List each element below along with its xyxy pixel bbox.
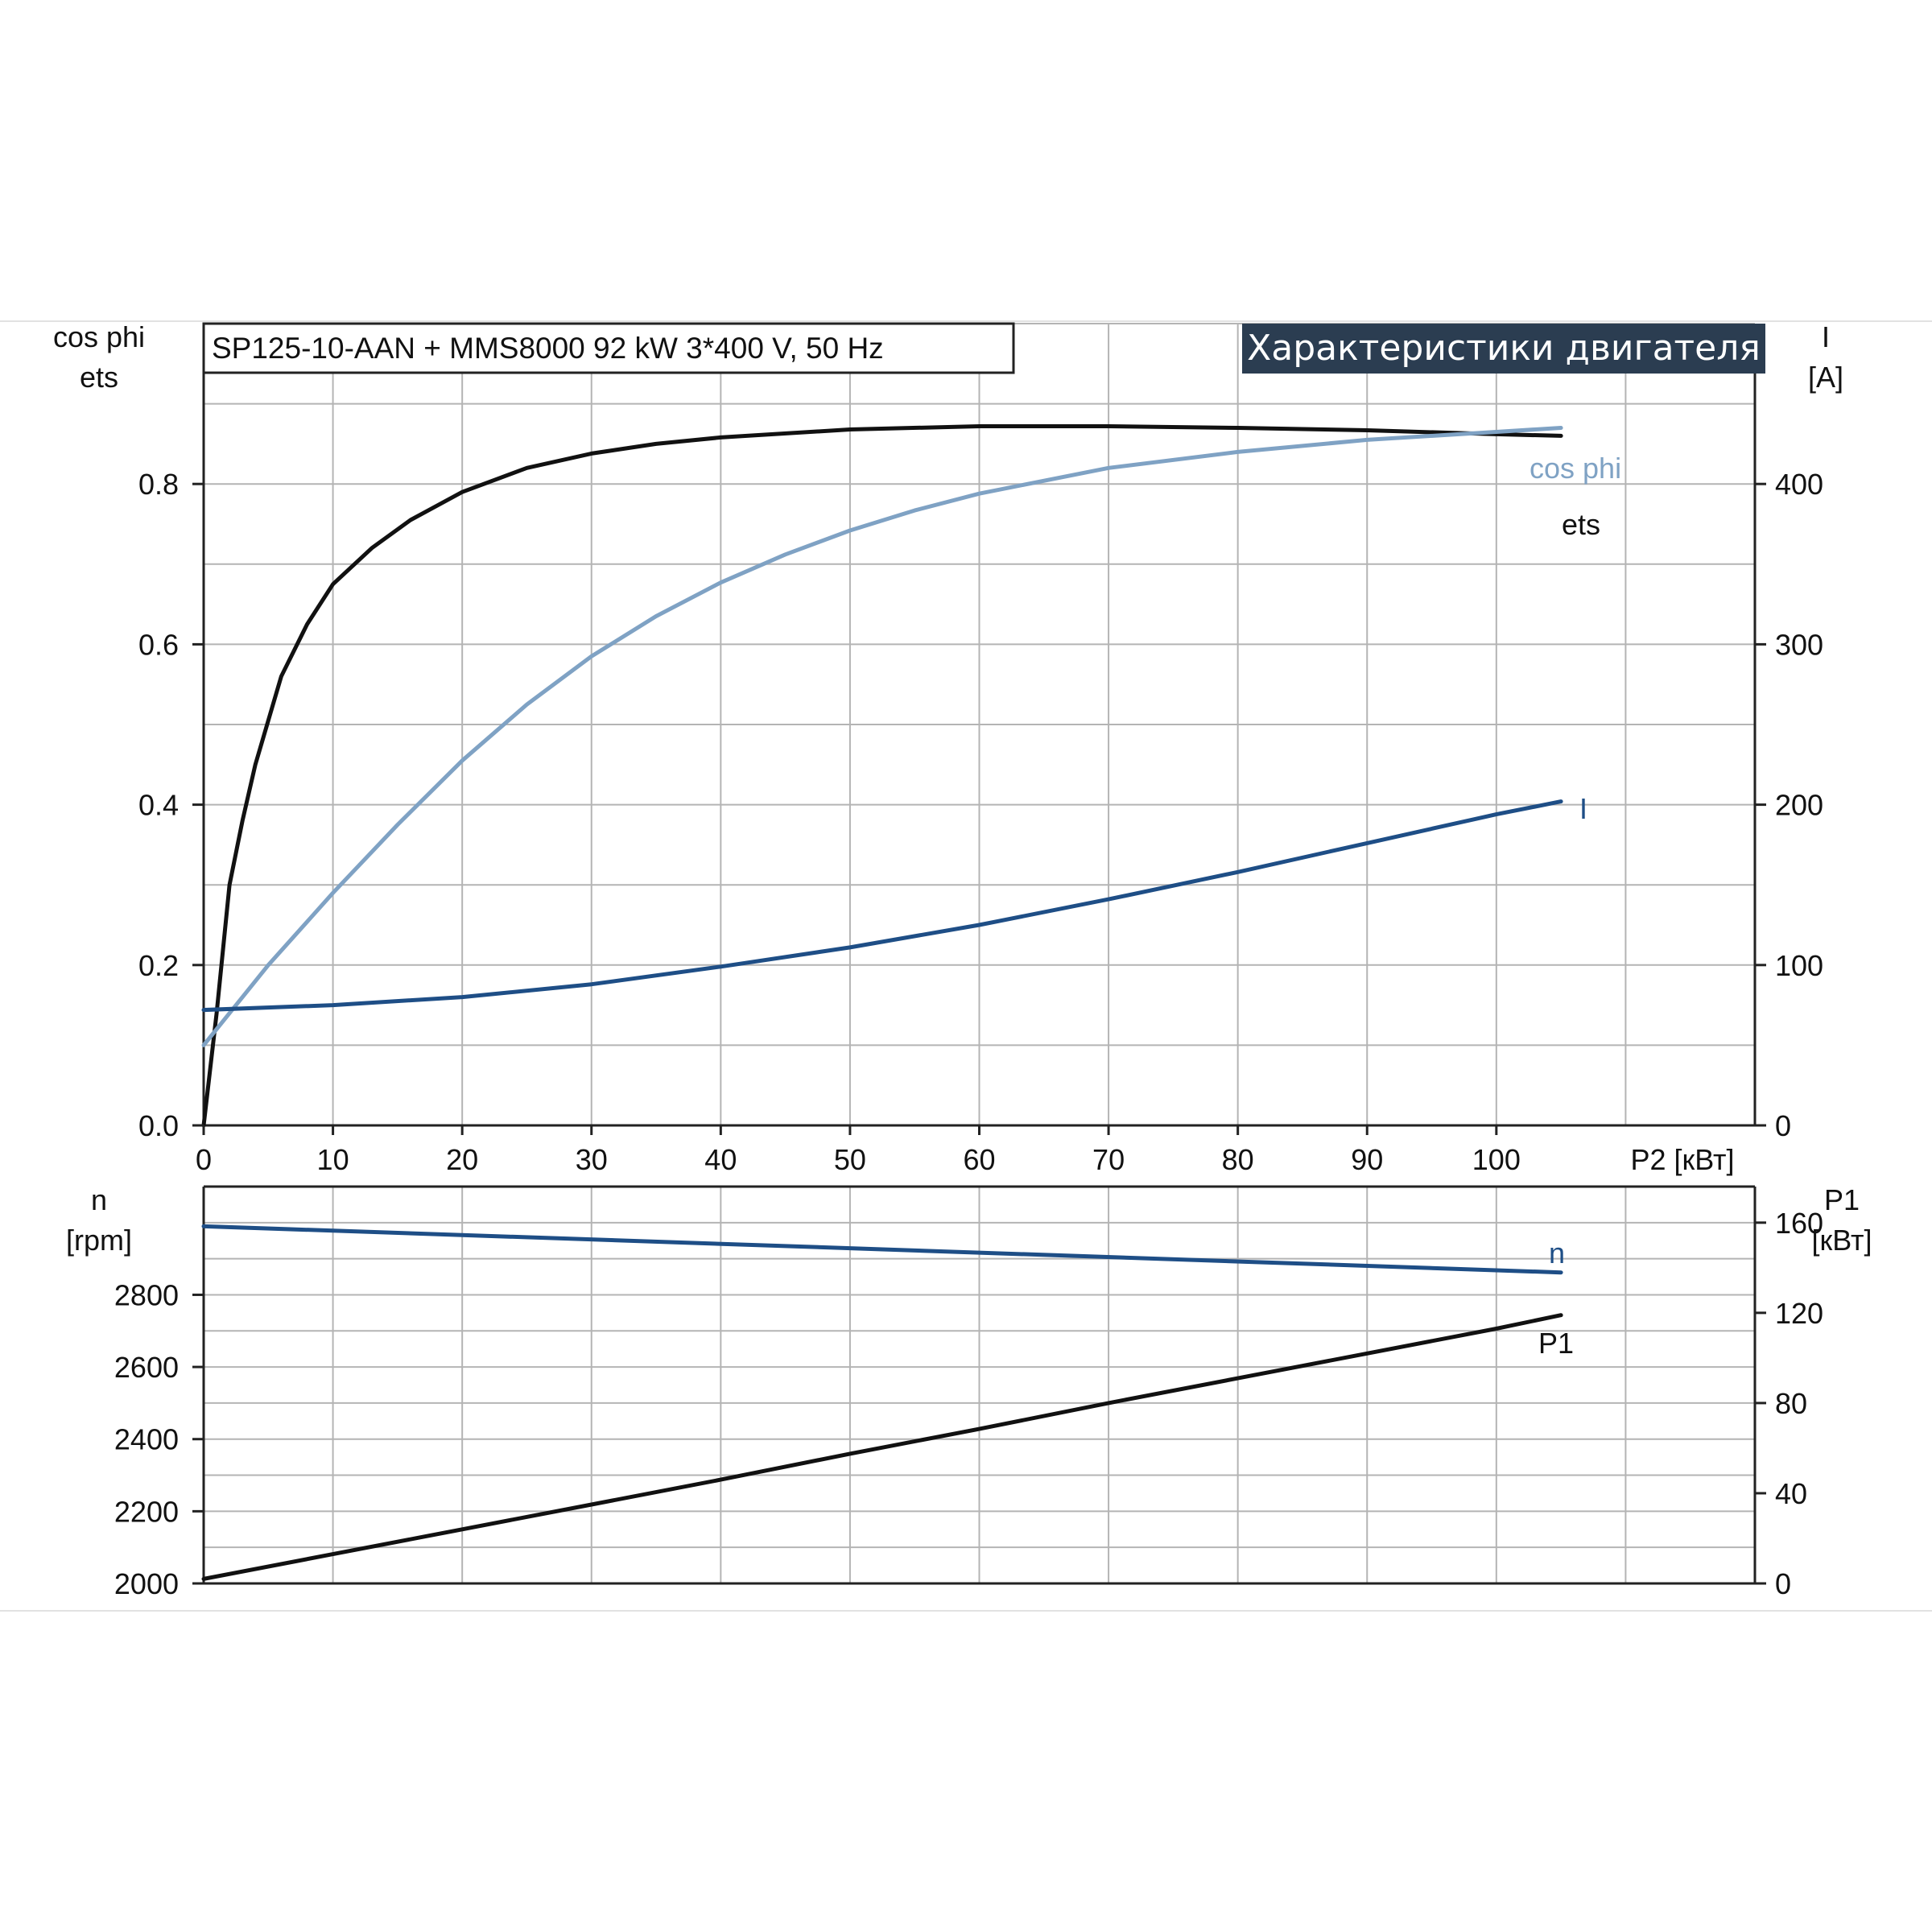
x-tick-label: 70 [1092,1143,1125,1176]
curve-n [201,1224,1563,1275]
curve-label-I: I [1579,792,1587,825]
bottom-left-tick-label: 2600 [114,1351,179,1384]
right-tick-label: 400 [1775,468,1823,501]
bottom-right-tick-label: 120 [1775,1297,1823,1330]
right-axis-label-P1: P1 [1824,1183,1860,1216]
top-grid [202,323,1757,1127]
x-tick-label: 10 [317,1143,349,1176]
top-ticks: 0.0 0.2 0.4 0.6 0.8 0 100 200 300 400 0 10 20 30 40 50 6… [138,468,1823,1176]
x-tick-label: 0 [196,1143,212,1176]
bottom-right-tick-label: 160 [1775,1207,1823,1240]
left-axis-label-cosphi: cos phi [53,320,145,353]
x-tick-label: 80 [1222,1143,1254,1176]
left-tick-label: 0.4 [138,789,179,822]
bottom-right-tick-label: 40 [1775,1477,1807,1510]
bottom-right-tick-label: 80 [1775,1387,1807,1420]
left-axis-label-n: n [91,1183,107,1216]
x-tick-label: 60 [963,1143,995,1176]
bottom-right-tick-label: 0 [1775,1567,1791,1600]
model-title: SP125-10-AAN + MMS8000 92 kW 3*400 V, 50… [212,332,884,365]
right-tick-label: 100 [1775,949,1823,982]
curve-ets [201,424,1563,1128]
bottom-left-tick-label: 2400 [114,1423,179,1456]
x-tick-label: 30 [576,1143,608,1176]
x-tick-label: 50 [834,1143,866,1176]
left-tick-label: 0.2 [138,949,179,982]
right-tick-label: 200 [1775,789,1823,822]
left-tick-label: 0.8 [138,468,179,501]
curve-label-P1: P1 [1538,1327,1574,1360]
banner-title: Характеристики двигателя [1247,328,1761,369]
left-axis-label-ets: ets [80,361,118,394]
bottom-left-tick-label: 2800 [114,1278,179,1311]
model-box [202,322,1015,374]
curve-i [201,799,1563,1013]
bottom-ticks: 2000 2200 2400 2600 2800 0 40 80 120 160 [114,1207,1823,1600]
top-curves [201,424,1563,1128]
left-tick-label: 0.0 [138,1109,179,1142]
x-tick-label: 20 [446,1143,478,1176]
curve-label-cosphi: cos phi [1530,452,1621,485]
curve-label-n: n [1549,1236,1565,1269]
right-tick-label: 300 [1775,628,1823,661]
curve-p1 [201,1313,1563,1581]
right-axis-label-kW: [кВт] [1811,1224,1872,1257]
right-axis-label-A: [A] [1808,361,1843,394]
bottom-left-tick-label: 2000 [114,1567,179,1600]
bottom-grid [202,1185,1757,1585]
left-axis-label-rpm: [rpm] [66,1224,132,1257]
right-tick-label: 0 [1775,1109,1791,1142]
curve-label-ets: ets [1562,508,1600,541]
left-tick-label: 0.6 [138,628,179,661]
x-tick-label: 90 [1351,1143,1383,1176]
banner-box [1242,324,1765,374]
right-axis-label-I: I [1822,320,1830,353]
curve-cos-phi [201,426,1563,1047]
x-axis-label: P2 [кВт] [1630,1143,1734,1176]
bottom-curves [201,1224,1563,1581]
x-tick-label: 100 [1472,1143,1521,1176]
x-tick-label: 40 [704,1143,737,1176]
top-panel: 0.0 0.2 0.4 0.6 0.8 0 100 200 300 400 0 10 20 30 40 50 6… [53,320,1843,1176]
bottom-left-tick-label: 2200 [114,1495,179,1528]
